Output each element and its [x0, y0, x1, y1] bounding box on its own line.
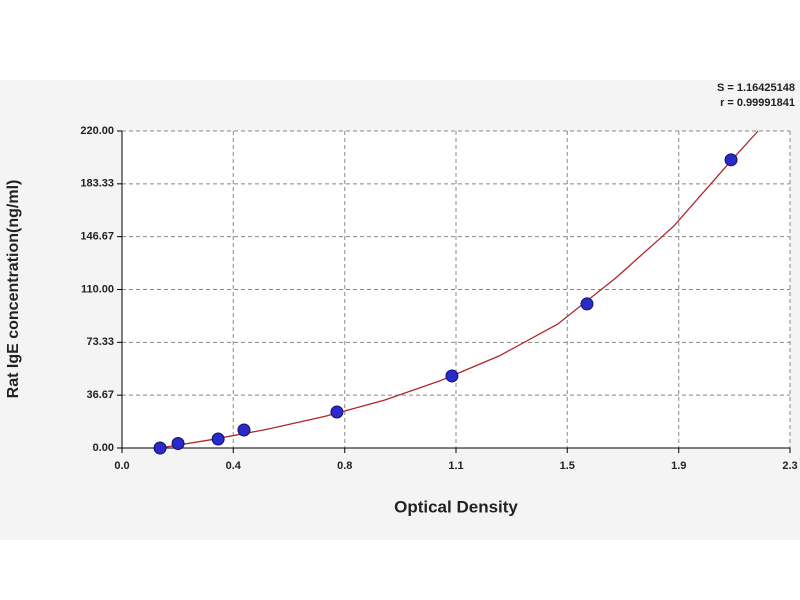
data-point [211, 432, 225, 446]
data-point [153, 441, 167, 455]
x-axis-label: Optical Density [394, 497, 518, 516]
x-tick-label: 0.8 [337, 460, 352, 472]
data-point [330, 405, 344, 419]
x-tick-label: 0.0 [114, 460, 129, 472]
data-point [237, 423, 251, 437]
x-tick-label: 1.1 [448, 460, 463, 472]
x-tick-label: 2.3 [782, 460, 797, 472]
y-tick-label: 220.00 [80, 125, 114, 137]
y-tick-label: 36.67 [86, 389, 114, 401]
x-tick-label: 1.9 [671, 460, 686, 472]
y-tick-label: 0.00 [93, 442, 114, 454]
x-tick-label: 1.5 [560, 460, 575, 472]
data-point [171, 436, 185, 450]
y-tick-label: 183.33 [80, 178, 114, 190]
data-point [724, 153, 738, 167]
annotation: S = 1.16425148 [717, 82, 795, 94]
y-tick-label: 110.00 [81, 283, 114, 295]
fit-curve [159, 130, 759, 449]
data-point [580, 297, 594, 311]
data-point [445, 369, 459, 383]
x-tick-label: 0.4 [226, 460, 242, 472]
y-tick-label: 146.67 [80, 231, 114, 243]
y-axis-label: Rat IgE concentration(ng/ml) [5, 180, 22, 399]
annotation: r = 0.99991841 [720, 97, 795, 109]
y-tick-label: 73.33 [86, 336, 114, 348]
